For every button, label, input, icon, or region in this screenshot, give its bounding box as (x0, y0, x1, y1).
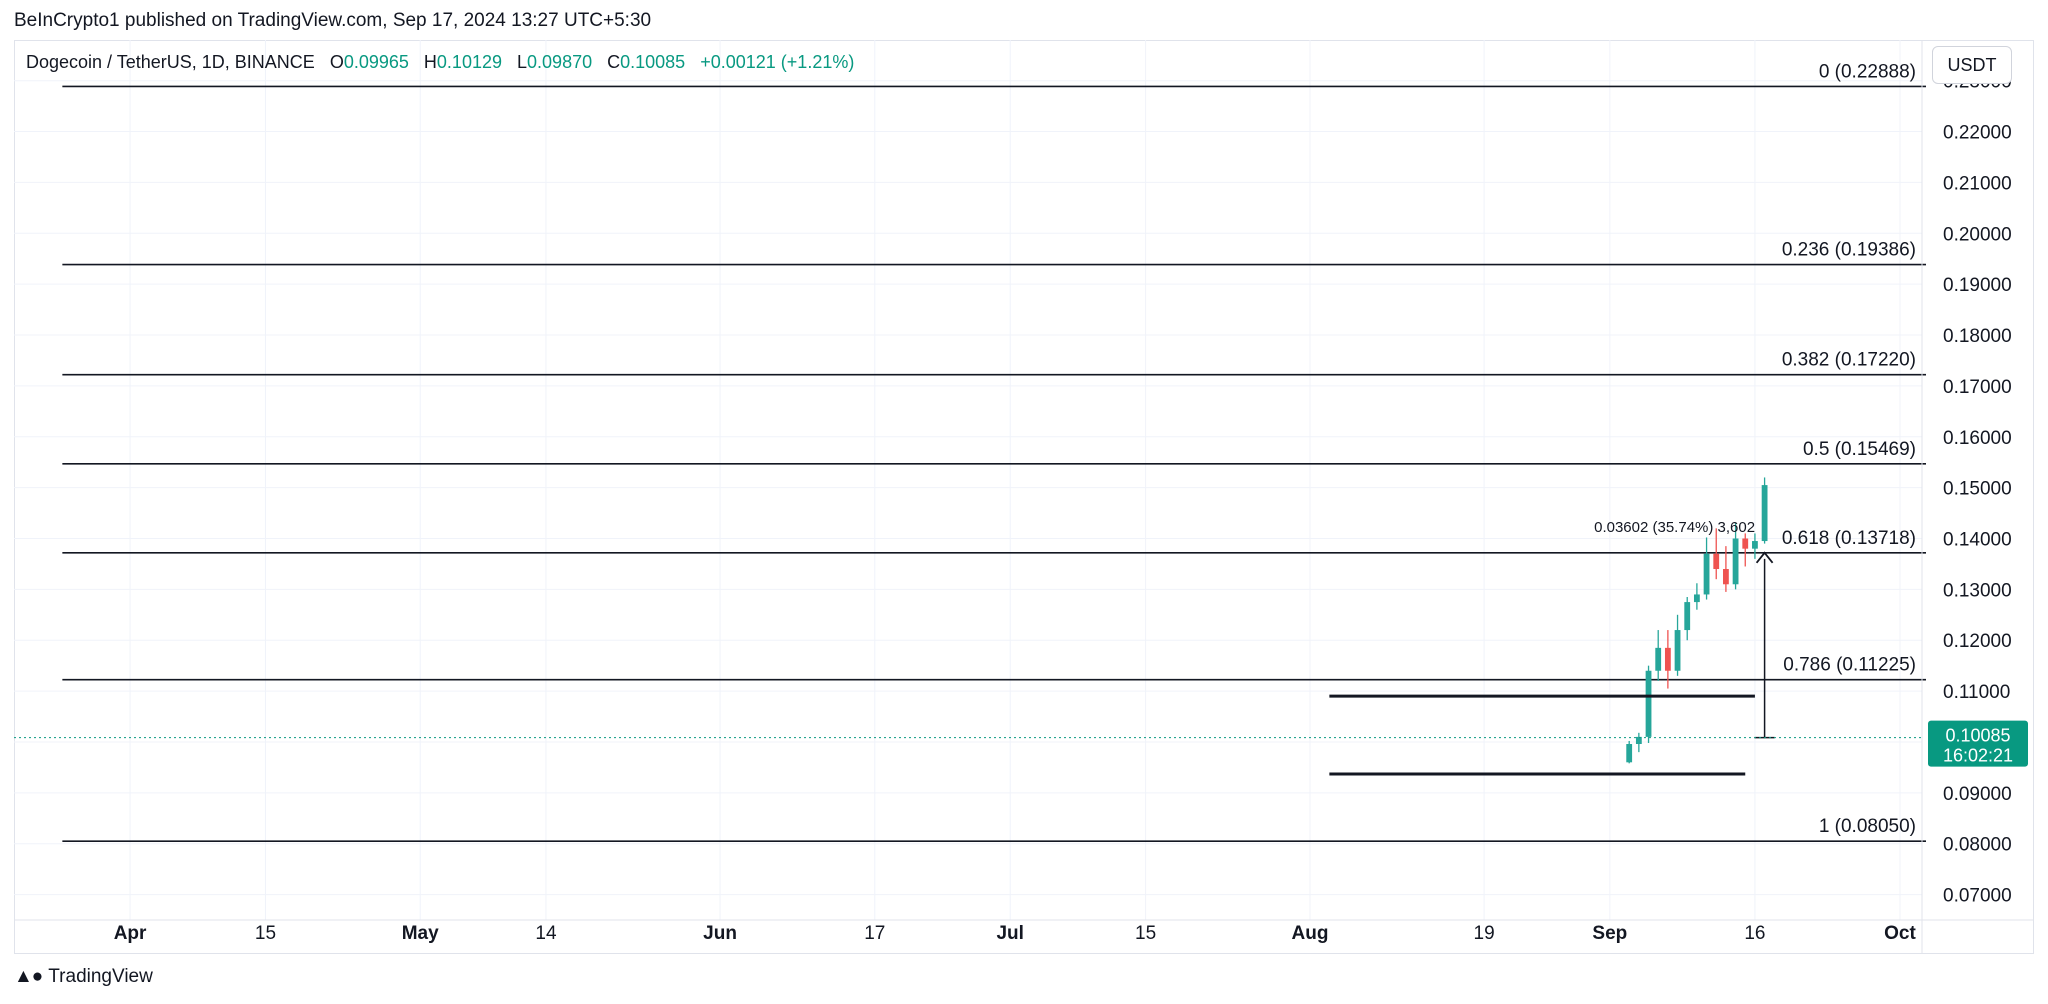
time-tick-label: 17 (864, 923, 885, 944)
tradingview-brand: TradingView (48, 966, 153, 987)
candle-body (1713, 553, 1720, 570)
time-tick-label: Sep (1592, 923, 1627, 944)
price-tick-label: 0.07000 (1943, 886, 2012, 907)
published-by-line: BeInCrypto1 published on TradingView.com… (14, 10, 652, 31)
price-axis: 0.230000.220000.210000.200000.190000.180… (1921, 40, 2028, 953)
tradingview-logo-icon: ▲● (14, 966, 43, 987)
drawings: 0.03602 (35.74%) 3,602 (14, 519, 1922, 776)
low-label: L (517, 52, 528, 72)
candle-body (1664, 647, 1671, 671)
time-tick-label: 15 (255, 923, 276, 944)
symbol-legend[interactable]: Dogecoin / TetherUS, 1D, BINANCE O0.0996… (26, 52, 854, 73)
time-tick-label: Apr (114, 923, 147, 944)
price-tick-label: 0.14000 (1943, 529, 2012, 550)
fib-level-label: 0.236 (0.19386) (1782, 240, 1916, 261)
price-tick-label: 0.13000 (1943, 580, 2012, 601)
candle-body (1693, 594, 1700, 603)
tradingview-footer[interactable]: ▲● TradingView (14, 966, 153, 988)
time-tick-label: Oct (1884, 923, 1916, 944)
close-label: C (607, 52, 621, 72)
fib-level-label: 1 (0.08050) (1819, 816, 1916, 837)
time-tick-label: 15 (1135, 923, 1156, 944)
candle-body (1674, 630, 1681, 671)
time-tick-label: 19 (1474, 923, 1495, 944)
candle-body (1761, 485, 1768, 542)
candle-body (1703, 553, 1710, 595)
candle-body (1752, 541, 1758, 549)
price-tick-label: 0.17000 (1943, 377, 2012, 398)
change-value: +0.00121 (+1.21%) (700, 52, 855, 72)
measure-label: 0.03602 (35.74%) 3,602 (1594, 519, 1755, 536)
candle-body (1626, 744, 1633, 763)
time-tick-label: Aug (1292, 923, 1329, 944)
current-price-badge (1928, 720, 2028, 767)
open-label: O (329, 52, 344, 72)
high-value: 0.10129 (436, 52, 502, 72)
fibonacci-retracement: 0 (0.22888) 0.236 (0.19386) 0.382 (0.17220… (62, 61, 1926, 842)
symbol-name[interactable]: Dogecoin / TetherUS, 1D, BINANCE (26, 52, 315, 72)
chart-frame[interactable] (14, 40, 2034, 954)
candle-body (1655, 647, 1662, 671)
time-axis: Apr 15 May 14 Jun 17 Jul 15 Aug 19 Sep 16 Oct (14, 919, 2034, 944)
price-tick-label: 0.09000 (1943, 784, 2012, 805)
high-label: H (423, 52, 437, 72)
currency-selector-button[interactable]: USDT (1932, 46, 2012, 84)
candle-body (1645, 670, 1652, 737)
fib-level-label: 0.786 (0.11225) (1783, 655, 1916, 676)
measure-arrow-icon (1755, 551, 1774, 564)
price-tick-label: 0.11000 (1943, 682, 2010, 703)
price-tick-label: 0.20000 (1943, 224, 2012, 245)
time-tick-label: 14 (535, 923, 557, 944)
price-tick-label: 0.19000 (1943, 275, 2012, 296)
price-tick-label: 0.18000 (1943, 326, 2012, 347)
price-tick-label: 0.08000 (1943, 835, 2012, 856)
candlestick-series (1626, 477, 1768, 764)
price-tick-label: 0.21000 (1943, 173, 2012, 194)
chart-grid (14, 40, 1922, 920)
fib-level-label: 0 (0.22888) (1819, 61, 1916, 82)
time-tick-label: Jun (703, 923, 737, 944)
candle-body (1742, 538, 1749, 549)
fib-level-label: 0.382 (0.17220) (1782, 350, 1916, 371)
countdown-label: 16:02:21 (1943, 746, 2013, 766)
fib-level-label: 0.618 (0.13718) (1782, 528, 1916, 549)
time-tick-label: Jul (996, 923, 1023, 944)
close-value: 0.10085 (620, 52, 686, 72)
fib-level-label: 0.5 (0.15469) (1803, 439, 1916, 460)
open-value: 0.09965 (343, 52, 409, 72)
candle-body (1684, 602, 1691, 631)
price-tick-label: 0.16000 (1943, 428, 2012, 449)
time-tick-label: 16 (1744, 923, 1765, 944)
current-price-label: 0.10085 (1945, 726, 2010, 746)
candle-body (1723, 569, 1729, 585)
candle-body (1635, 736, 1642, 744)
price-tick-label: 0.12000 (1943, 631, 2012, 652)
candle-body (1732, 538, 1739, 585)
price-tick-label: 0.15000 (1943, 479, 2012, 500)
time-tick-label: May (402, 923, 439, 944)
low-value: 0.09870 (527, 52, 593, 72)
price-tick-label: 0.22000 (1943, 123, 2012, 144)
